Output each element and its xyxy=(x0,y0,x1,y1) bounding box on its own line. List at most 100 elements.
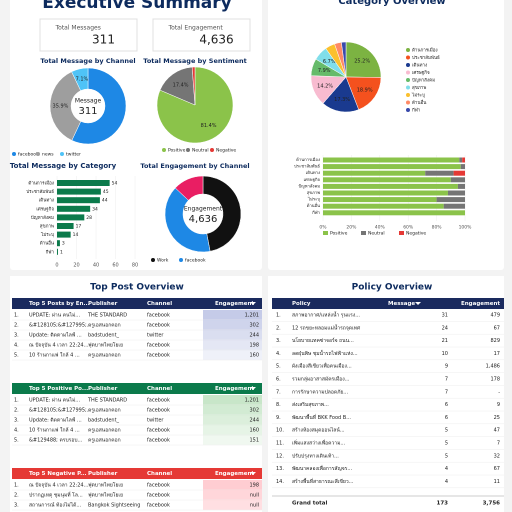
legend-label: ด้านอื่น xyxy=(412,99,426,106)
y-tick-label: เศรษฐกิจ xyxy=(36,206,54,212)
cell: Bangkok Sightseeing xyxy=(88,503,140,509)
cell: 2. xyxy=(276,325,281,331)
cell: facebook xyxy=(147,313,170,319)
x-tick-label: 0 xyxy=(55,263,58,269)
cell: 3. xyxy=(14,418,19,424)
engagement-cell xyxy=(203,435,262,445)
bar-segment xyxy=(460,164,465,170)
cell: Update: ติดตามไลฟ์ ... xyxy=(29,417,82,424)
legend-label: ปัญหาสังคม xyxy=(412,78,435,84)
column-header: Engagement xyxy=(461,301,500,307)
legend-label: twitter xyxy=(66,152,81,158)
slice-label: 17.3% xyxy=(334,97,350,103)
cell: facebook xyxy=(147,323,170,329)
legend-label: Positive xyxy=(168,148,186,154)
kpi-card xyxy=(152,18,251,52)
cell: พัฒนาพื้นที่ BKK Food B... xyxy=(292,412,351,421)
y-tick-label: สุขภาพ xyxy=(40,224,54,230)
cell: 14. xyxy=(276,479,284,485)
engagement-cell xyxy=(203,405,262,415)
column-header: Channel xyxy=(147,301,172,307)
bar-segment xyxy=(443,203,465,209)
cell: 479 xyxy=(490,313,500,319)
bar-segment xyxy=(323,190,448,196)
table-header xyxy=(12,468,262,479)
cell: 2. xyxy=(14,323,19,329)
legend-swatch xyxy=(406,48,410,52)
legend-swatch xyxy=(406,70,410,75)
bar-segment xyxy=(323,183,458,189)
slice xyxy=(202,175,242,252)
cell: twitter xyxy=(147,418,164,424)
cell: ครูเอสนอกคอก xyxy=(88,438,121,444)
cell: facebook xyxy=(147,483,170,489)
cell: &#128105;&#127995;... xyxy=(29,323,92,329)
slice xyxy=(49,71,82,141)
sort-icon xyxy=(250,472,256,475)
slice xyxy=(341,41,347,78)
cell: 3. xyxy=(276,338,281,344)
cell: 10 ร้านกาแฟ ใกล้ 4 ... xyxy=(29,352,80,359)
slice-label: 35.9% xyxy=(53,104,69,110)
cell: ฟุตบาทไทยโยเย xyxy=(88,492,123,499)
bar-label: 54 xyxy=(112,181,118,187)
slice-label: 81.4% xyxy=(201,123,217,129)
legend-label: news xyxy=(42,153,54,158)
cell: 8. xyxy=(276,402,281,408)
x-tick-label: 60 xyxy=(112,263,118,269)
slice xyxy=(174,175,204,201)
x-tick-label: 80 xyxy=(132,263,138,269)
engagement-cell xyxy=(203,425,262,435)
cell: 2. xyxy=(14,493,19,499)
y-tick-label: เดินทาง xyxy=(39,198,54,204)
legend-swatch xyxy=(406,108,410,112)
column-header: Top 5 Positive Po... xyxy=(29,386,88,392)
cell: 24 xyxy=(442,325,448,331)
cell: 1. xyxy=(276,313,281,319)
bar-label: 45 xyxy=(103,189,109,195)
cell: ปรับปรุงทางเดินเท้า... xyxy=(292,452,339,459)
cell: 4. xyxy=(14,428,19,434)
cell: นโยบายแทคซ่าจอร์จ ถนน... xyxy=(292,337,354,344)
cell: 4. xyxy=(14,343,19,349)
cell: ลดฝุ่นพิษ ชุมน้ำรถไฟฟ้าแห่ง... xyxy=(292,348,358,357)
y-tick-label: เศรษฐกิจ xyxy=(304,177,321,182)
column-header: Message xyxy=(388,301,415,307)
bar xyxy=(57,214,85,221)
engagement-cell xyxy=(203,350,262,360)
x-tick-label: 100% xyxy=(459,225,473,231)
cell: 302 xyxy=(249,323,259,329)
cell: 198 xyxy=(249,483,259,489)
cell: 10 xyxy=(442,351,448,357)
bar-label: 28 xyxy=(86,215,92,221)
legend-label: เดินทาง xyxy=(412,63,427,69)
slice-label: 7.9% xyxy=(318,68,331,74)
cell: 47 xyxy=(494,428,500,434)
cell: 10 ร้านกาแฟ ใกล้ 4 ... xyxy=(29,427,80,434)
y-tick-label: ด้านการเมือง xyxy=(28,180,54,187)
kpi-card xyxy=(39,18,138,52)
cell: 9 xyxy=(497,402,500,408)
column-header: Top 5 Negative P... xyxy=(29,471,86,477)
column-header: Engagement xyxy=(215,386,254,392)
slice-label: 17.4% xyxy=(173,82,189,88)
cell: 151 xyxy=(249,438,259,444)
engagement-cell xyxy=(203,395,262,405)
engagement-cell xyxy=(203,340,262,350)
bar xyxy=(57,197,100,204)
engagement-cell xyxy=(203,490,262,500)
slice xyxy=(164,187,211,253)
cell: 244 xyxy=(249,418,259,424)
cell: ครูเอสนอกคอก xyxy=(88,408,121,414)
y-tick-label: ปัญหาสังคม xyxy=(31,215,54,221)
column-header: Policy xyxy=(292,301,311,307)
legend-swatch xyxy=(179,258,183,262)
section-title: Top Post Overview xyxy=(90,283,184,293)
legend-label: ด้านการเมือง xyxy=(412,47,438,54)
cell: ณ ปัจจุบัน 4 เวลา 22:24... xyxy=(29,483,89,489)
bar-label: 44 xyxy=(102,198,108,204)
y-tick-label: ไม่ระบุ xyxy=(307,196,320,203)
legend-label: Negative xyxy=(406,231,426,237)
cell: เพิ่มแสงสว่างเพื่อความ... xyxy=(292,440,346,447)
